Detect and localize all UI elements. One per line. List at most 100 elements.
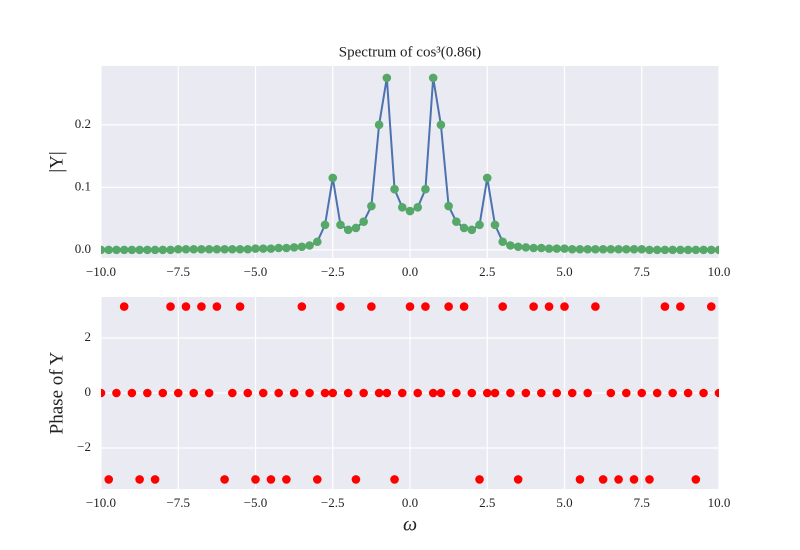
- marker: [313, 237, 322, 247]
- point: [637, 388, 647, 398]
- point: [367, 302, 376, 311]
- point: [266, 475, 276, 484]
- point: [143, 388, 152, 398]
- point: [598, 475, 608, 484]
- point: [343, 388, 353, 398]
- marker: [197, 244, 206, 254]
- point: [537, 388, 546, 398]
- x-tick-label: 5.0: [556, 495, 572, 510]
- x-tick-label: −7.5: [166, 264, 190, 279]
- marker: [282, 243, 291, 253]
- point: [150, 475, 160, 484]
- marker: [158, 245, 168, 255]
- marker: [367, 201, 376, 211]
- point: [436, 388, 446, 398]
- marker: [506, 241, 515, 250]
- point: [444, 302, 453, 311]
- x-tick-label: −2.5: [321, 495, 345, 510]
- marker: [567, 244, 577, 254]
- marker: [390, 184, 399, 194]
- point: [629, 475, 639, 484]
- marker: [305, 241, 314, 250]
- marker: [228, 244, 237, 254]
- point: [575, 475, 585, 484]
- point: [220, 475, 229, 484]
- marker: [374, 120, 384, 130]
- y-tick-label: 2: [85, 329, 92, 344]
- marker: [428, 73, 438, 83]
- point: [127, 388, 137, 398]
- point: [614, 475, 623, 484]
- y-tick-label: 0.2: [75, 116, 91, 131]
- point: [521, 388, 531, 398]
- point: [583, 388, 592, 398]
- point: [660, 302, 670, 311]
- marker: [112, 245, 121, 255]
- y-tick-label: −2: [77, 439, 91, 454]
- marker: [645, 245, 654, 255]
- marker: [359, 217, 368, 227]
- marker: [351, 223, 361, 233]
- point: [606, 388, 616, 398]
- point: [336, 302, 345, 311]
- point: [104, 475, 114, 484]
- point: [243, 388, 253, 398]
- marker: [235, 244, 245, 254]
- marker: [560, 244, 569, 253]
- x-tick-label: −7.5: [166, 495, 190, 510]
- point: [328, 388, 338, 398]
- marker: [397, 203, 407, 212]
- marker: [629, 244, 639, 254]
- marker: [274, 243, 283, 253]
- x-tick-label: 0.0: [402, 495, 418, 510]
- marker: [552, 244, 562, 253]
- point: [467, 388, 477, 398]
- x-tick-label: 5.0: [556, 264, 572, 279]
- marker: [521, 243, 531, 252]
- x-tick-label: −10.0: [86, 495, 116, 510]
- marker: [691, 245, 701, 255]
- point: [235, 302, 245, 311]
- point: [622, 388, 631, 398]
- marker: [660, 245, 670, 255]
- point: [274, 388, 283, 398]
- x-tick-label: −10.0: [86, 264, 116, 279]
- point: [297, 302, 307, 311]
- point: [683, 388, 693, 398]
- marker: [444, 201, 453, 211]
- marker: [382, 73, 392, 83]
- marker: [498, 237, 508, 247]
- point: [691, 475, 701, 484]
- marker: [459, 223, 469, 233]
- y-tick-label: 0.1: [75, 178, 91, 193]
- y-tick-label: 0: [85, 384, 92, 399]
- point: [459, 302, 469, 311]
- marker: [575, 244, 585, 254]
- x-tick-label: 7.5: [634, 495, 650, 510]
- marker: [320, 220, 330, 230]
- chart-title: Spectrum of cos³(0.86t): [339, 44, 481, 60]
- point: [359, 388, 368, 398]
- point: [421, 302, 430, 311]
- point: [645, 475, 654, 484]
- marker: [668, 245, 677, 255]
- x-tick-label: 0.0: [402, 264, 418, 279]
- point: [135, 475, 144, 484]
- marker: [127, 245, 137, 255]
- point: [397, 388, 407, 398]
- x-tick-label: −2.5: [321, 264, 345, 279]
- point: [544, 302, 554, 311]
- marker: [150, 245, 160, 255]
- marker: [251, 244, 260, 253]
- marker: [101, 245, 106, 255]
- marker: [537, 243, 546, 253]
- marker: [467, 225, 477, 235]
- marker: [405, 206, 415, 216]
- point: [289, 388, 299, 398]
- marker: [181, 244, 191, 254]
- point: [567, 388, 577, 398]
- marker: [297, 242, 307, 252]
- marker: [482, 173, 492, 183]
- marker: [529, 243, 538, 253]
- point: [181, 302, 191, 311]
